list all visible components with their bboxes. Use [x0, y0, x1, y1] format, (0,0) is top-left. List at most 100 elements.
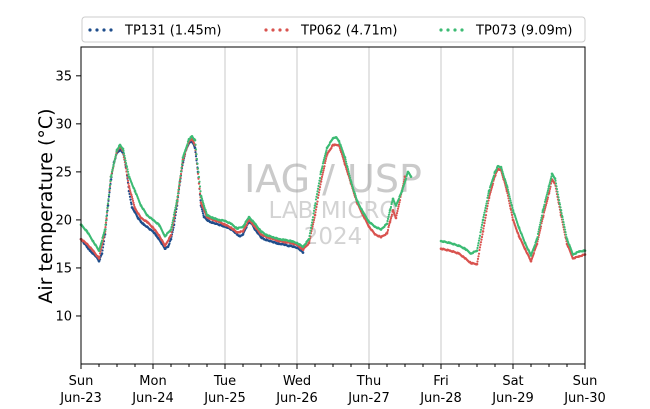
data-point	[558, 203, 562, 206]
data-point	[128, 189, 132, 192]
data-point	[177, 188, 180, 191]
data-point	[482, 216, 485, 219]
x-tick-label-date: Jun-30	[563, 391, 606, 406]
data-point	[106, 202, 110, 205]
data-point	[544, 196, 548, 200]
data-point	[348, 174, 351, 177]
data-point	[557, 196, 560, 199]
data-point	[316, 187, 320, 190]
data-point	[325, 149, 328, 152]
data-point	[104, 223, 107, 226]
data-point	[199, 199, 202, 202]
data-point	[314, 198, 318, 201]
data-point	[319, 173, 322, 176]
data-point	[313, 213, 317, 217]
data-point	[179, 174, 182, 178]
data-point	[98, 252, 102, 255]
data-point	[314, 202, 317, 205]
data-point	[175, 199, 179, 202]
data-series	[79, 135, 587, 266]
data-point	[324, 159, 327, 163]
data-point	[396, 207, 400, 210]
data-point	[351, 185, 354, 188]
data-point	[180, 166, 183, 170]
data-point	[195, 153, 198, 156]
data-point	[178, 178, 182, 181]
x-tick-label-day: Wed	[283, 374, 311, 389]
data-point	[314, 211, 317, 214]
data-point	[320, 167, 324, 170]
data-point	[104, 221, 108, 224]
data-point	[351, 187, 355, 190]
data-point	[509, 199, 512, 202]
data-point	[129, 191, 132, 194]
data-point	[481, 221, 484, 224]
data-point	[324, 152, 327, 156]
data-point	[169, 233, 173, 237]
data-point	[108, 191, 111, 194]
data-point	[394, 216, 398, 220]
data-point	[478, 248, 481, 252]
y-tick-label: 25	[55, 165, 72, 180]
data-point	[479, 228, 483, 231]
data-point	[127, 182, 130, 185]
data-point	[353, 192, 357, 196]
data-point	[482, 213, 486, 216]
data-point	[485, 202, 488, 205]
data-point	[348, 176, 352, 179]
data-point	[201, 212, 205, 215]
data-point	[173, 208, 177, 212]
data-point	[114, 153, 118, 156]
data-point	[561, 218, 565, 221]
data-point	[169, 237, 173, 241]
data-point	[543, 203, 546, 206]
data-point	[476, 257, 480, 260]
data-point	[546, 198, 549, 201]
data-point	[509, 208, 513, 211]
data-point	[167, 239, 170, 242]
legend-label: TP062 (4.71m)	[300, 24, 397, 39]
legend-marker	[102, 28, 106, 32]
data-point	[181, 159, 184, 163]
data-point	[171, 221, 174, 224]
data-point	[196, 167, 200, 170]
data-point	[330, 146, 333, 149]
data-point	[548, 183, 551, 186]
data-point	[507, 193, 511, 196]
data-point	[317, 184, 320, 188]
data-point	[318, 179, 321, 182]
data-point	[177, 185, 181, 188]
data-point	[203, 206, 206, 209]
data-point	[109, 175, 113, 178]
data-point	[168, 242, 171, 245]
data-point	[112, 162, 116, 165]
data-point	[201, 199, 204, 202]
data-point	[555, 187, 559, 191]
data-point	[476, 260, 479, 263]
data-point	[549, 179, 552, 182]
data-point	[479, 241, 483, 244]
data-point	[198, 185, 202, 188]
data-point	[204, 208, 207, 211]
data-point	[536, 232, 540, 235]
data-point	[478, 237, 481, 240]
data-point	[124, 162, 128, 165]
data-point	[126, 179, 130, 182]
data-point	[344, 158, 347, 161]
data-point	[389, 207, 392, 210]
data-point	[308, 234, 311, 238]
data-point	[316, 200, 319, 203]
x-tick-label-day: Mon	[139, 374, 166, 389]
data-point	[533, 243, 537, 247]
axes: Sun Jun-23 Mon Jun-24 Tue Jun-25 Wed Jun-26 Thu J…	[55, 69, 605, 406]
data-point	[344, 160, 348, 163]
data-point	[109, 179, 112, 182]
legend-marker	[95, 28, 99, 32]
x-tick-label-date: Jun-28	[419, 391, 462, 406]
data-point	[195, 157, 199, 161]
data-point	[540, 214, 544, 217]
data-point	[314, 208, 318, 211]
data-point	[322, 169, 325, 172]
data-point	[386, 230, 389, 233]
data-point	[197, 175, 201, 179]
